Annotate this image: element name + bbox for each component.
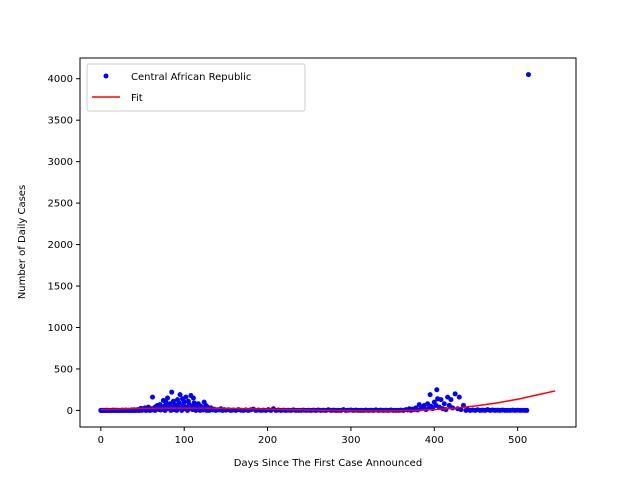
y-tick-label: 0 bbox=[67, 406, 73, 417]
legend-label-scatter: Central African Republic bbox=[131, 72, 251, 83]
scatter-point bbox=[427, 392, 433, 398]
scatter-point bbox=[524, 407, 530, 413]
scatter-point bbox=[181, 399, 187, 405]
fit-series bbox=[100, 390, 556, 412]
legend-box bbox=[86, 63, 306, 112]
scatter-point bbox=[183, 394, 189, 400]
y-tick-label: 1500 bbox=[48, 282, 73, 293]
scatter-point bbox=[456, 394, 462, 400]
y-tick-label: 500 bbox=[54, 364, 73, 375]
x-axis: 0 100 200 300 400 500 bbox=[98, 427, 527, 446]
plot-frame bbox=[79, 57, 577, 428]
legend-marker-scatter bbox=[103, 73, 109, 79]
x-tick-label: 500 bbox=[508, 435, 527, 446]
y-tick-label: 3000 bbox=[48, 157, 73, 168]
scatter-point bbox=[434, 387, 440, 393]
y-axis-label: Number of Daily Cases bbox=[17, 185, 28, 299]
x-tick-label: 200 bbox=[258, 435, 277, 446]
scatter-point bbox=[525, 72, 531, 78]
y-tick-label: 2500 bbox=[48, 199, 73, 210]
scatter-point bbox=[190, 395, 196, 401]
scatter-point bbox=[165, 395, 171, 401]
legend-label-fit: Fit bbox=[131, 93, 143, 104]
scatter-point bbox=[169, 389, 175, 395]
x-tick-label: 300 bbox=[341, 435, 360, 446]
scatter-point bbox=[452, 391, 458, 397]
y-axis: 0 500 1000 1500 2000 2500 3000 3500 4000 bbox=[48, 74, 80, 417]
x-tick-label: 0 bbox=[98, 435, 104, 446]
x-axis-label: Days Since The First Case Announced bbox=[234, 458, 422, 469]
scatter-point bbox=[177, 392, 183, 398]
y-tick-label: 4000 bbox=[48, 74, 73, 85]
scatter-point bbox=[441, 401, 447, 407]
scatter-point bbox=[176, 400, 182, 406]
y-tick-label: 3500 bbox=[48, 116, 73, 127]
scatter-point bbox=[448, 397, 454, 403]
y-tick-label: 2000 bbox=[48, 240, 73, 251]
scatter-point bbox=[150, 394, 156, 400]
fit-line bbox=[100, 390, 556, 412]
x-tick-label: 400 bbox=[425, 435, 444, 446]
legend: Central African Republic Fit bbox=[86, 63, 306, 112]
x-tick-label: 100 bbox=[175, 435, 194, 446]
scatter-series bbox=[98, 72, 531, 413]
scatter-point bbox=[438, 397, 444, 403]
plot-background bbox=[80, 58, 576, 427]
y-tick-label: 1000 bbox=[48, 323, 73, 334]
scatter-point bbox=[174, 407, 180, 413]
